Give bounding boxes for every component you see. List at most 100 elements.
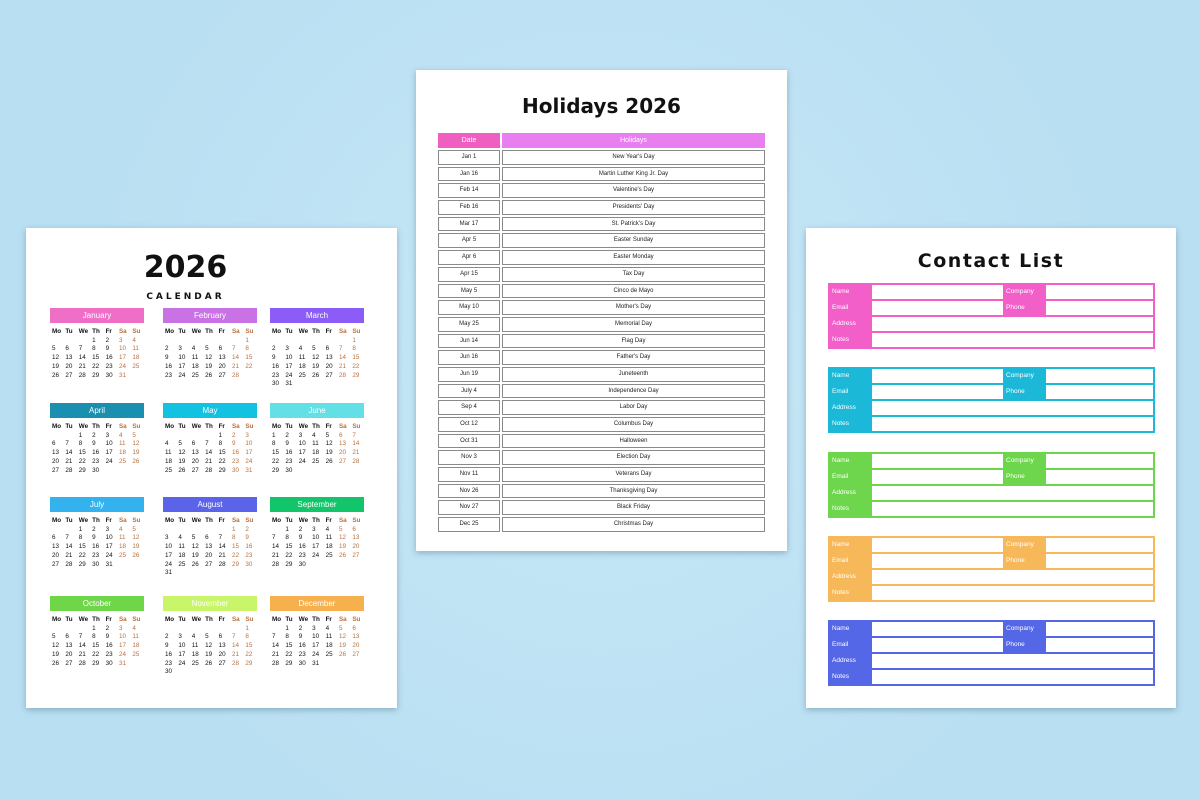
company-field[interactable] (1046, 454, 1153, 468)
day-cell: 15 (272, 449, 280, 457)
email-field[interactable] (872, 554, 1003, 568)
day-cell: 18 (191, 650, 199, 658)
address-field[interactable] (872, 317, 1153, 331)
day-cell: 26 (325, 457, 333, 465)
day-cell: 5 (178, 440, 182, 448)
day-cell: 14 (205, 449, 213, 457)
calendar-page: 2026 CALENDAR January Mo Tu We Th Fr Sa Su 1 2 3 4 5… (26, 228, 397, 708)
email-field[interactable] (872, 385, 1003, 399)
day-cell: 24 (178, 371, 186, 379)
day-cell: 16 (272, 362, 280, 370)
email-field[interactable] (872, 470, 1003, 484)
holiday-date: Apr 5 (438, 233, 500, 249)
day-cell: 22 (272, 457, 280, 465)
day-cell: 7 (205, 440, 209, 448)
notes-field[interactable] (872, 586, 1153, 600)
phone-label: Phone (1006, 557, 1025, 564)
day-cell: 11 (191, 354, 199, 362)
company-field[interactable] (1046, 369, 1153, 383)
name-label: Name (832, 372, 850, 379)
day-cell: 21 (338, 362, 346, 370)
weekday-label: We (78, 517, 89, 524)
notes-field[interactable] (872, 502, 1153, 516)
notes-field[interactable] (872, 670, 1153, 684)
notes-field[interactable] (872, 333, 1153, 347)
phone-field[interactable] (1046, 385, 1153, 399)
day-cell: 19 (132, 449, 140, 457)
weekday-label: We (191, 517, 202, 524)
day-cell: 8 (245, 345, 249, 353)
day-cell: 6 (218, 633, 223, 641)
name-field[interactable] (872, 369, 1003, 383)
phone-field[interactable] (1046, 470, 1153, 484)
company-label: Company (1006, 541, 1034, 548)
month-header: December (270, 596, 364, 611)
day-cell: 29 (245, 659, 253, 667)
day-cell: 1 (218, 431, 223, 439)
weekday-label: We (78, 423, 89, 430)
day-cell: 28 (78, 659, 86, 667)
day-cell: 27 (52, 560, 60, 568)
name-field[interactable] (872, 454, 1003, 468)
day-cell: 26 (338, 650, 346, 658)
company-field[interactable] (1046, 285, 1153, 299)
day-cell: 12 (325, 440, 333, 448)
day-cell: 7 (352, 431, 356, 439)
month-days: Mo Tu We Th Fr Sa Su 1 2 3 4 5 6 7 8 9 10 11 12 13 14 15 16 17 1… (270, 517, 364, 569)
day-cell: 11 (325, 633, 333, 641)
month-days: Mo Tu We Th Fr Sa Su 1 2 3 4 5 6 7 8 9 10 11 12 13 14 15 16 17 1… (163, 423, 257, 475)
email-field[interactable] (872, 301, 1003, 315)
day-cell: 13 (205, 543, 213, 551)
email-field[interactable] (872, 638, 1003, 652)
day-cell: 10 (285, 354, 293, 362)
day-cell: 9 (285, 440, 289, 448)
day-cell: 25 (325, 650, 333, 658)
company-field[interactable] (1046, 622, 1153, 636)
address-field[interactable] (872, 401, 1153, 415)
day-cell: 15 (352, 354, 360, 362)
day-cell: 12 (52, 642, 60, 650)
day-cell: 17 (105, 449, 113, 457)
month-header: April (50, 403, 144, 418)
weekday-label: Sa (118, 423, 127, 430)
day-cell: 7 (272, 534, 276, 542)
phone-field[interactable] (1046, 554, 1153, 568)
notes-field[interactable] (872, 417, 1153, 431)
phone-label: Phone (1006, 388, 1025, 395)
day-cell: 19 (325, 449, 333, 457)
address-field[interactable] (872, 654, 1153, 668)
address-field[interactable] (872, 486, 1153, 500)
table-row: May 5 Cinco de Mayo (438, 283, 765, 299)
day-cell: 24 (312, 551, 320, 559)
phone-field[interactable] (1046, 638, 1153, 652)
empty-cell (163, 526, 176, 535)
name-field[interactable] (872, 538, 1003, 552)
weekday-label: Tu (178, 616, 186, 623)
notes-label: Notes (832, 505, 849, 512)
day-cell: 2 (285, 431, 289, 439)
phone-field[interactable] (1046, 301, 1153, 315)
holidays-rows: Jan 1 New Year's Day Jan 16 Martin Luther K… (438, 150, 765, 532)
holiday-name: Independence Day (502, 383, 765, 399)
day-cell: 20 (191, 457, 199, 465)
company-field[interactable] (1046, 538, 1153, 552)
name-field[interactable] (872, 622, 1003, 636)
holiday-date: Jan 1 (438, 150, 500, 165)
address-field[interactable] (872, 570, 1153, 584)
weekday-label: Th (205, 517, 213, 524)
calendar-year: 2026 (143, 250, 228, 285)
name-field[interactable] (872, 285, 1003, 299)
contact-list-title: Contact List (917, 250, 1065, 272)
day-cell: 14 (272, 543, 280, 551)
day-cell: 19 (52, 362, 60, 370)
day-cell: 19 (338, 543, 346, 551)
day-cell: 6 (191, 440, 196, 448)
day-cell: 23 (165, 659, 173, 667)
empty-cell (190, 526, 203, 535)
email-label: Email (832, 304, 849, 311)
empty-cell (63, 432, 76, 441)
holiday-date: Feb 16 (438, 200, 500, 215)
weekday-label: Su (352, 616, 361, 623)
day-cell: 7 (65, 534, 69, 542)
day-cell: 22 (245, 362, 253, 370)
